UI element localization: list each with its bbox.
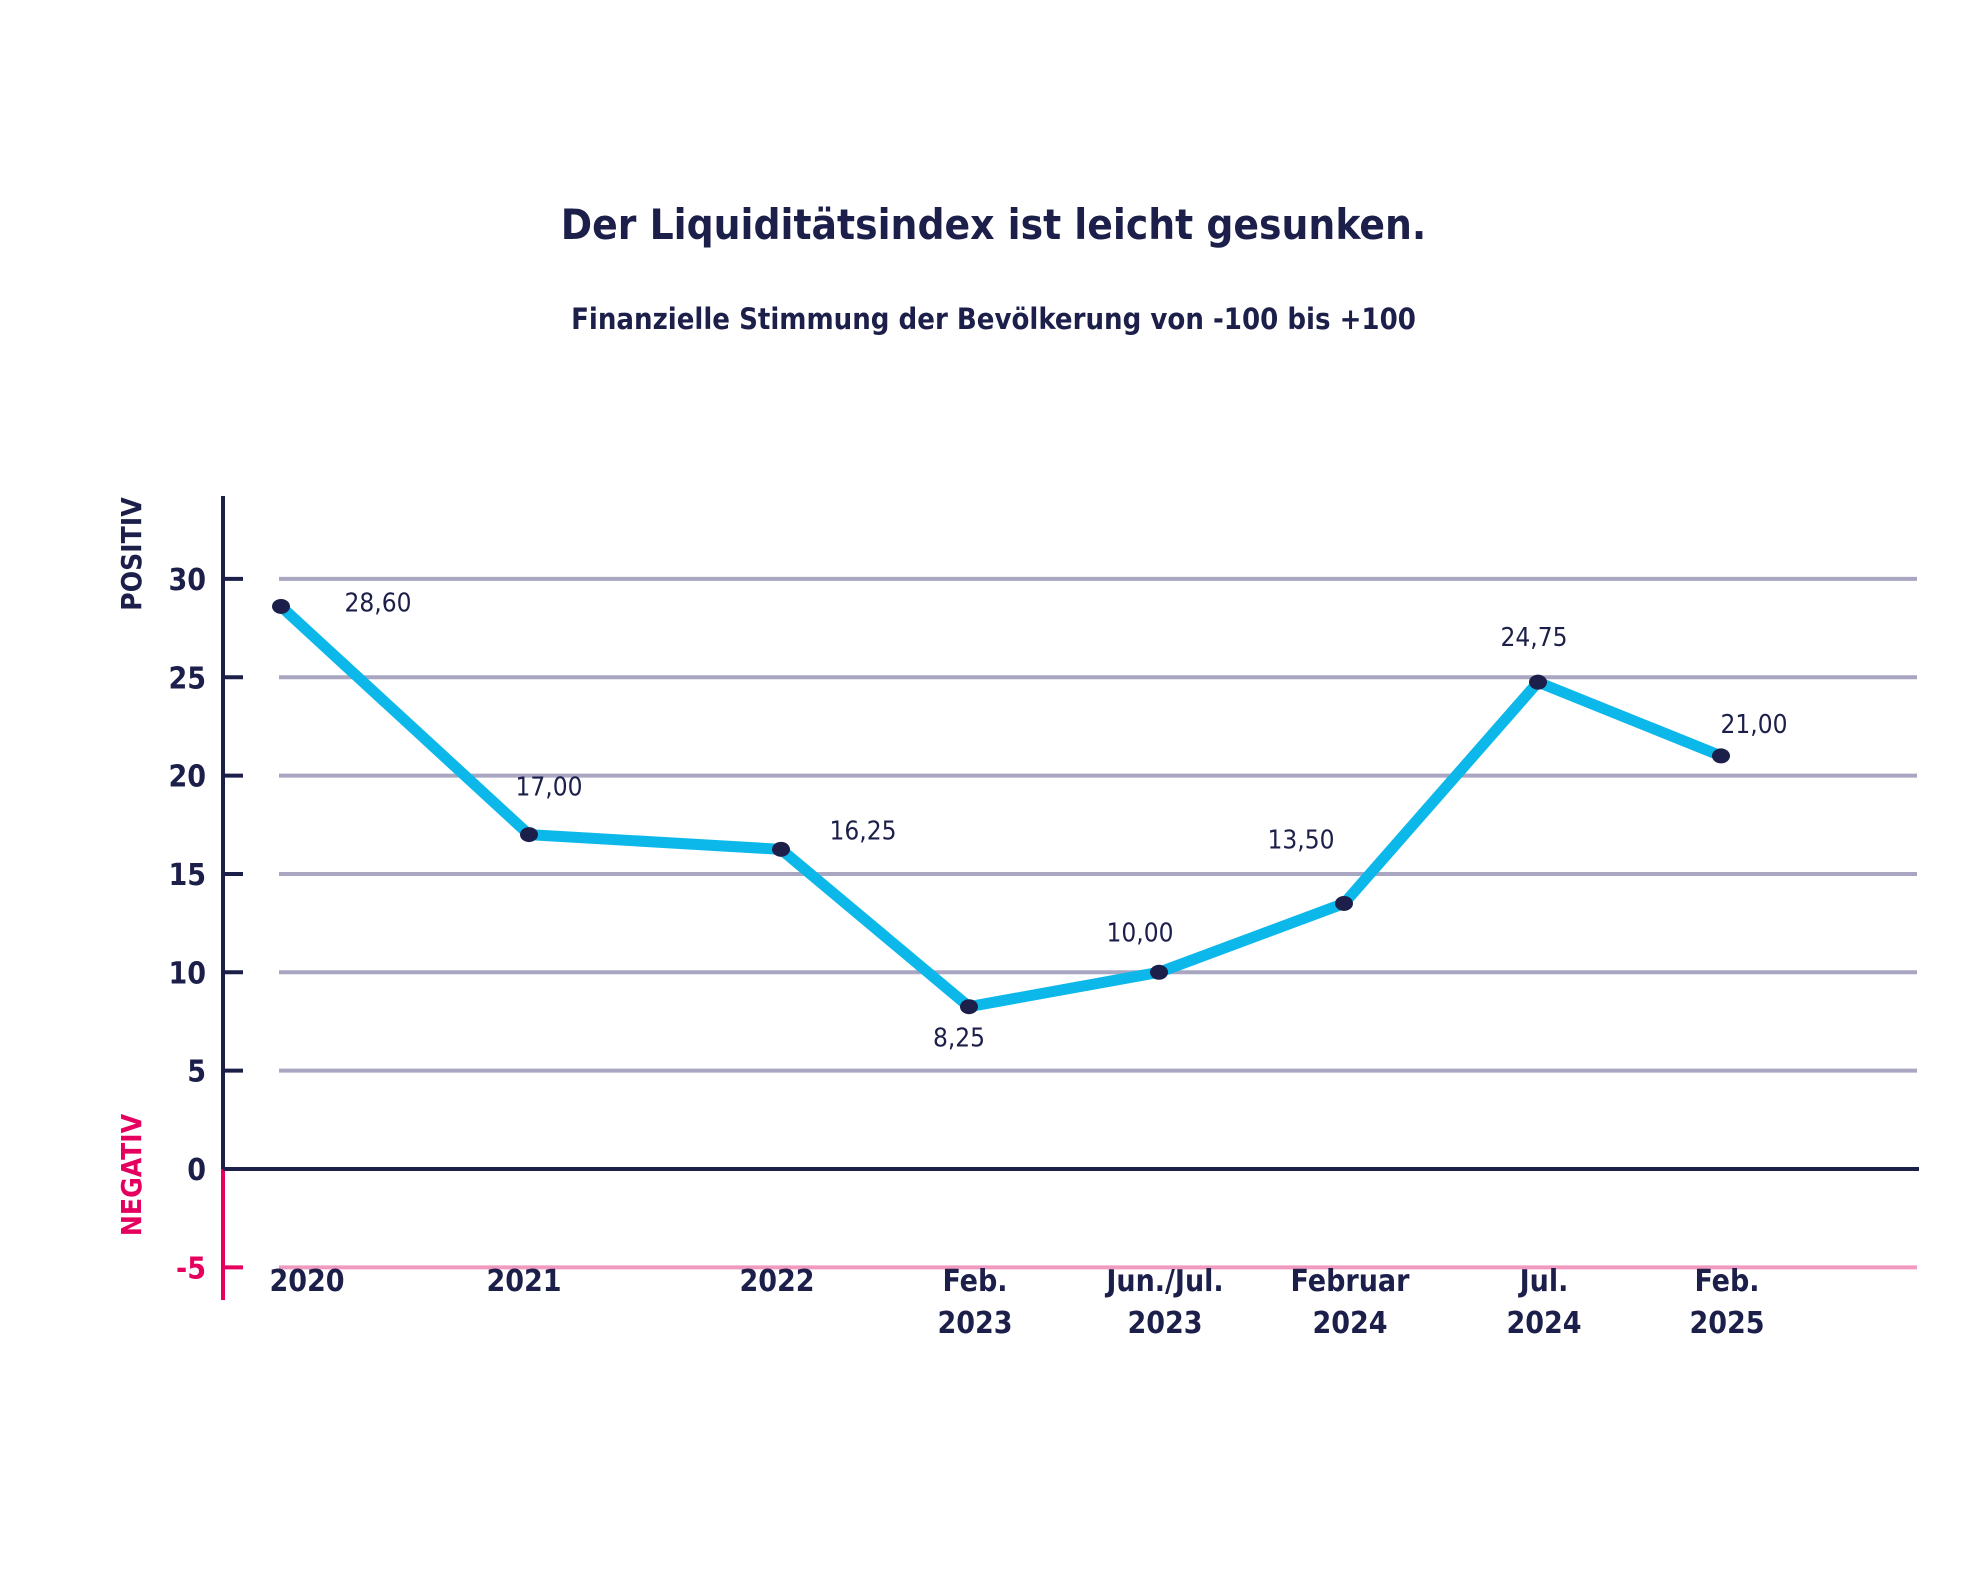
x-tick-label: 2025	[1689, 1306, 1764, 1341]
y-tick-label: -5	[176, 1251, 206, 1286]
y-tick-label: 20	[168, 760, 206, 795]
data-label: 21,00	[1721, 710, 1788, 740]
data-label: 13,50	[1268, 825, 1335, 855]
x-tick-label: 2024	[1312, 1306, 1387, 1341]
chart-subtitle: Finanzielle Stimmung der Bevölkerung von…	[571, 302, 1416, 336]
x-tick-label: Feb.	[942, 1264, 1007, 1299]
y-tick-label: 30	[168, 563, 206, 598]
chart-title: Der Liquiditätsindex ist leicht gesunken…	[560, 200, 1427, 249]
data-label: 24,75	[1501, 623, 1568, 653]
x-tick-label: Feb.	[1694, 1264, 1759, 1299]
y-tick-label: 0	[187, 1153, 206, 1188]
data-label: 17,00	[516, 773, 583, 803]
data-point	[960, 999, 978, 1015]
data-point	[272, 598, 290, 614]
x-tick-label: 2024	[1506, 1306, 1581, 1341]
y-tick-label: 5	[187, 1055, 206, 1090]
x-tick-label: Februar	[1291, 1264, 1411, 1299]
y-tick-label: 10	[168, 956, 206, 991]
y-tick-label: 15	[168, 858, 206, 893]
negative-label: NEGATIV	[115, 1113, 148, 1236]
data-label: 10,00	[1107, 918, 1174, 948]
series-line	[277, 602, 1724, 1013]
x-tick-label: 2021	[486, 1264, 561, 1299]
positive-label: POSITIV	[115, 497, 148, 611]
x-tick-label: Jul.	[1518, 1264, 1569, 1299]
data-point	[772, 841, 790, 857]
x-tick-label: Jun./Jul.	[1104, 1264, 1223, 1299]
x-tick-label: 2020	[269, 1264, 344, 1299]
y-tick-label: 25	[168, 661, 206, 696]
data-point	[1335, 895, 1353, 911]
data-label: 28,60	[345, 588, 412, 618]
data-point	[1529, 674, 1547, 690]
data-point	[1150, 964, 1168, 980]
x-tick-label: 2023	[1127, 1306, 1202, 1341]
x-tick-label: 2022	[739, 1264, 814, 1299]
data-label: 8,25	[933, 1024, 985, 1054]
data-point	[520, 827, 538, 843]
x-tick-label: 2023	[937, 1306, 1012, 1341]
data-label: 16,25	[830, 816, 897, 846]
data-point	[1712, 748, 1730, 764]
